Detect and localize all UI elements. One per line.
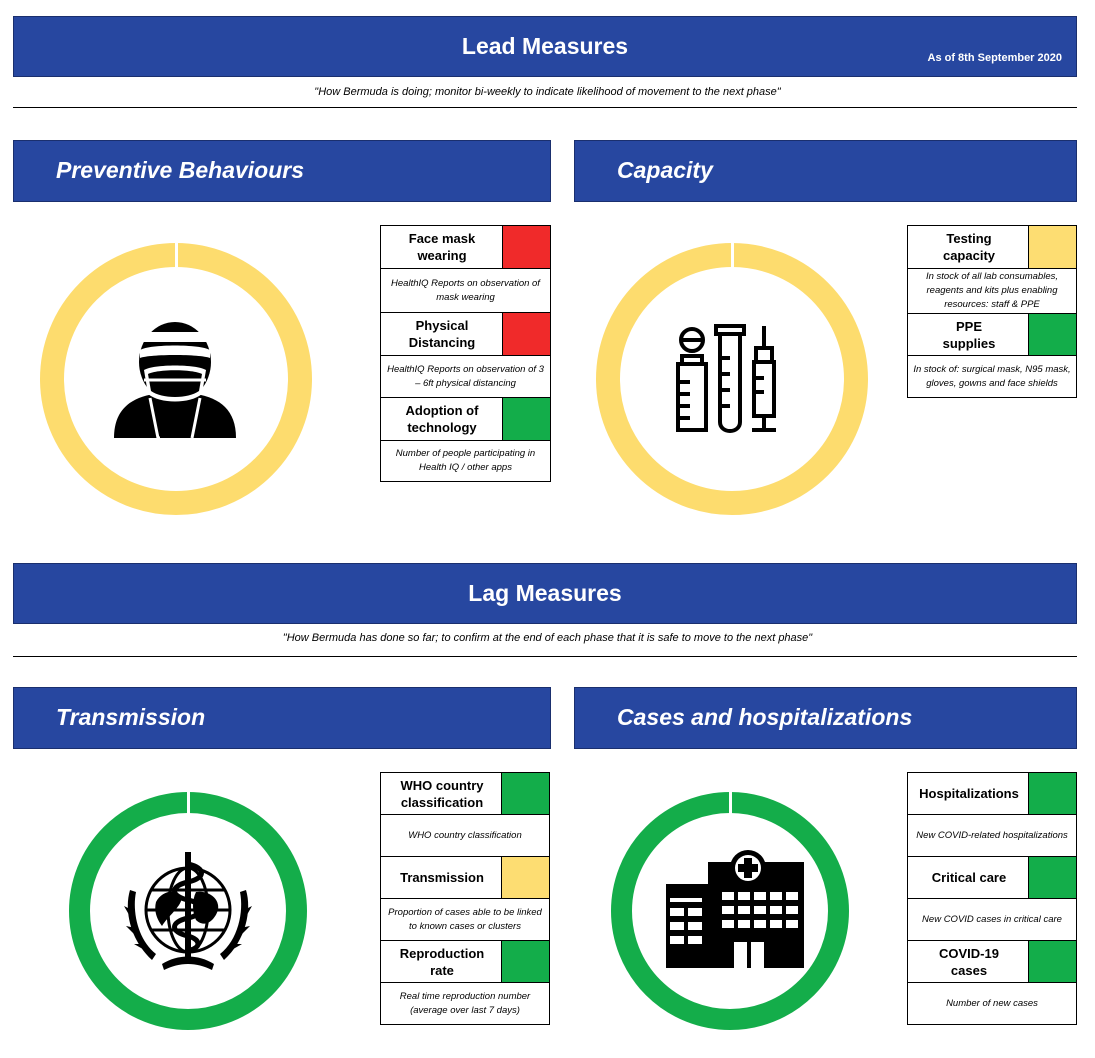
indicator-description: HealthIQ Reports on observation of mask …: [380, 268, 551, 313]
indicator-label: Adoption of technology: [405, 403, 479, 435]
indicator-description: Number of new cases: [907, 982, 1077, 1025]
indicator-label: Critical care: [931, 870, 1007, 885]
indicator-description: In stock of all lab consumables, reagent…: [907, 268, 1077, 314]
indicator-table-cases: Hospitalizations New COVID-related hospi…: [907, 772, 1077, 1025]
status-swatch-red: [502, 226, 550, 268]
indicator-label: Testing capacity: [942, 231, 996, 263]
section-title-cases: Cases and hospitalizations: [617, 704, 913, 730]
indicator-table-capacity: Testing capacity In stock of all lab con…: [907, 225, 1077, 398]
status-swatch-green: [501, 941, 549, 982]
status-swatch-green: [501, 773, 549, 814]
status-swatch-red: [502, 313, 550, 355]
indicator-description: In stock of: surgical mask, N95 mask, gl…: [907, 355, 1077, 398]
indicator-table-transmission: WHO country classification WHO country c…: [380, 772, 550, 1025]
indicator-description: HealthIQ Reports on observation of 3 – 6…: [380, 355, 551, 398]
indicator-label: WHO country classification: [400, 777, 484, 810]
indicator-label: Transmission: [400, 870, 484, 885]
section-title-preventive: Preventive Behaviours: [56, 157, 305, 183]
hospital-building-icon: [666, 850, 804, 968]
who-emblem-icon: [124, 852, 252, 970]
status-swatch-green: [502, 398, 550, 440]
indicator-hospitalizations: Hospitalizations: [907, 772, 1077, 815]
lead-measures-banner: Lead Measures As of 8th September 2020: [13, 16, 1077, 77]
indicator-who-classification: WHO country classification: [380, 772, 550, 815]
indicator-label: Physical Distancing: [408, 318, 476, 350]
indicator-critical-care: Critical care: [907, 856, 1077, 899]
indicator-label: Face mask wearing: [408, 231, 476, 263]
indicator-ppe-supplies: PPE supplies: [907, 313, 1077, 356]
section-title-transmission: Transmission: [56, 704, 206, 730]
indicator-covid-cases: COVID-19 cases: [907, 940, 1077, 983]
indicator-label: Hospitalizations: [919, 786, 1019, 801]
status-swatch-green: [1028, 773, 1076, 814]
indicator-transmission: Transmission: [380, 856, 550, 899]
lead-divider: [13, 107, 1077, 108]
indicator-table-preventive: Face mask wearing HealthIQ Reports on ob…: [380, 225, 551, 482]
indicator-label: COVID-19 cases: [939, 945, 999, 978]
indicator-description: New COVID cases in critical care: [907, 898, 1077, 941]
section-header-preventive: Preventive Behaviours: [13, 140, 551, 202]
lag-measures-quote: "How Bermuda has done so far; to confirm…: [282, 632, 813, 644]
indicator-face-mask: Face mask wearing: [380, 225, 551, 269]
lead-measures-title: Lead Measures: [461, 33, 629, 59]
status-swatch-green: [1028, 941, 1076, 982]
as-of-date: As of 8th September 2020: [927, 52, 1063, 64]
section-header-cases: Cases and hospitalizations: [574, 687, 1077, 749]
indicator-label: PPE supplies: [942, 318, 996, 351]
lead-measures-quote: "How Bermuda is doing; monitor bi-weekly…: [314, 86, 781, 98]
indicator-testing-capacity: Testing capacity: [907, 225, 1077, 269]
section-header-capacity: Capacity: [574, 140, 1077, 202]
section-title-capacity: Capacity: [617, 157, 713, 183]
lab-vials-syringe-icon: [676, 324, 776, 433]
status-swatch-green: [1028, 857, 1076, 898]
status-swatch-yellow: [501, 857, 549, 898]
lag-measures-title: Lag Measures: [468, 580, 622, 606]
status-swatch-green: [1028, 314, 1076, 355]
masked-person-icon: [114, 322, 236, 438]
indicator-description: WHO country classification: [380, 814, 550, 857]
indicator-adoption-technology: Adoption of technology: [380, 397, 551, 441]
lag-divider: [13, 656, 1077, 657]
status-swatch-yellow: [1028, 226, 1076, 268]
indicator-description: Number of people participating in Health…: [380, 440, 551, 482]
indicator-reproduction-rate: Reproduction rate: [380, 940, 550, 983]
indicator-physical-distancing: Physical Distancing: [380, 312, 551, 356]
section-header-transmission: Transmission: [13, 687, 551, 749]
lag-measures-banner: Lag Measures: [13, 563, 1077, 624]
indicator-description: New COVID-related hospitalizations: [907, 814, 1077, 857]
indicator-description: Real time reproduction number (average o…: [380, 982, 550, 1025]
indicator-description: Proportion of cases able to be linked to…: [380, 898, 550, 941]
indicator-label: Reproduction rate: [399, 945, 485, 978]
